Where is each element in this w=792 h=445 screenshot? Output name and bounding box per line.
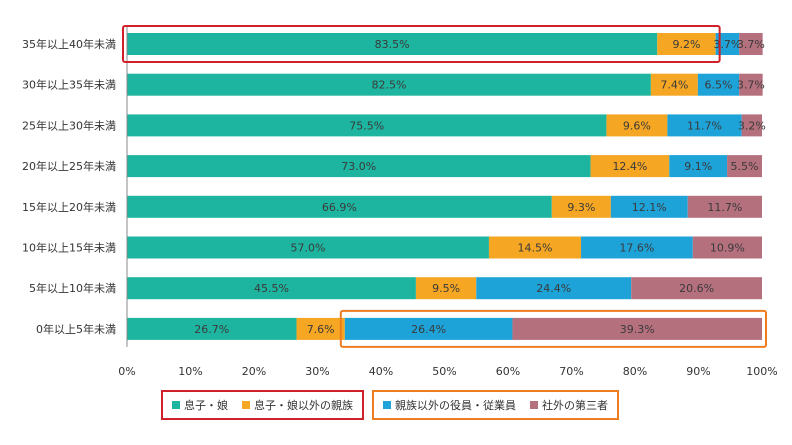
data-label: 24.4% <box>536 282 571 295</box>
bar-segment <box>657 33 716 55</box>
bar-segment <box>715 33 740 55</box>
x-tick-label: 0% <box>118 365 135 378</box>
data-label: 5.5% <box>731 160 759 173</box>
category-label: 25年以上30年未満 <box>22 118 116 132</box>
bar-segment <box>551 195 611 218</box>
bar-segment <box>741 114 762 137</box>
data-label: 9.1% <box>684 160 712 173</box>
x-tick-label: 40% <box>369 365 393 378</box>
data-label: 12.4% <box>612 160 647 173</box>
bar-segment <box>590 155 670 178</box>
data-label: 3.7% <box>737 38 765 51</box>
legend-swatch <box>383 401 391 409</box>
x-tick-label: 90% <box>686 365 710 378</box>
category-label: 35年以上40年未満 <box>22 37 116 51</box>
data-label: 14.5% <box>518 242 553 255</box>
data-label: 6.5% <box>705 79 733 92</box>
legend-group-box-orange <box>372 390 619 420</box>
highlight-box-orange <box>339 309 767 348</box>
data-label: 7.6% <box>307 323 335 336</box>
data-label: 12.1% <box>632 201 667 214</box>
data-label: 10.9% <box>710 242 745 255</box>
category-label: 30年以上35年未満 <box>22 78 116 92</box>
bar-segment <box>697 73 740 96</box>
bar-segment <box>692 236 762 259</box>
data-label: 11.7% <box>707 201 742 214</box>
data-label: 3.2% <box>738 119 766 132</box>
legend-label: 息子・娘以外の親族 <box>254 398 353 412</box>
bar-segment <box>127 317 297 340</box>
x-tick-label: 20% <box>242 365 266 378</box>
category-label: 15年以上20年未満 <box>22 200 116 214</box>
bar-segment <box>610 195 688 218</box>
legend-swatch <box>530 401 538 409</box>
bar-segment <box>667 114 742 137</box>
data-label: 9.2% <box>672 38 700 51</box>
bar-segment <box>631 277 762 300</box>
data-label: 75.5% <box>349 119 384 132</box>
bar-segment <box>415 277 477 300</box>
bar-segment <box>344 317 513 340</box>
bar-segment <box>296 317 345 340</box>
legend-label: 息子・娘 <box>184 398 228 412</box>
x-tick-label: 50% <box>432 365 456 378</box>
x-tick-label: 30% <box>305 365 329 378</box>
category-label: 10年以上15年未満 <box>22 241 116 255</box>
bar-segment <box>669 155 728 178</box>
data-label: 39.3% <box>620 323 655 336</box>
x-tick-label: 70% <box>559 365 583 378</box>
bar-segment <box>606 114 668 137</box>
data-label: 66.9% <box>322 201 357 214</box>
data-label: 73.0% <box>341 160 376 173</box>
data-label: 83.5% <box>375 38 410 51</box>
bar-segment <box>127 277 416 300</box>
category-label: 20年以上25年未満 <box>22 159 116 173</box>
data-label: 26.4% <box>411 323 446 336</box>
x-tick-label: 100% <box>746 365 777 378</box>
x-tick-label: 60% <box>496 365 520 378</box>
x-tick-label: 80% <box>623 365 647 378</box>
bar-segment <box>687 195 762 218</box>
highlight-box-red <box>122 25 721 63</box>
bar-segment <box>512 317 762 340</box>
legend-group-box-red <box>161 390 364 420</box>
data-label: 3.7% <box>737 79 765 92</box>
legend-label: 社外の第三者 <box>542 398 608 412</box>
data-label: 11.7% <box>687 119 722 132</box>
category-label: 5年以上10年未満 <box>29 281 116 295</box>
data-label: 9.5% <box>432 282 460 295</box>
bar-segment <box>727 155 762 178</box>
bar-segment <box>127 195 552 218</box>
bar-segment <box>488 236 582 259</box>
bar-segment <box>127 236 489 259</box>
data-label: 82.5% <box>371 79 406 92</box>
bar-segment <box>127 33 658 55</box>
legend-swatch <box>242 401 250 409</box>
bar-segment <box>127 114 607 137</box>
data-label: 57.0% <box>290 242 325 255</box>
category-label: 0年以上5年未満 <box>36 322 116 336</box>
bar-segment <box>650 73 698 96</box>
bar-segment <box>581 236 693 259</box>
bar-segment <box>127 155 591 178</box>
legend-label: 親族以外の役員・従業員 <box>395 398 516 412</box>
data-label: 45.5% <box>254 282 289 295</box>
data-label: 20.6% <box>679 282 714 295</box>
data-label: 9.3% <box>567 201 595 214</box>
legend-swatch <box>172 401 180 409</box>
data-label: 7.4% <box>660 79 688 92</box>
data-label: 9.6% <box>623 119 651 132</box>
data-label: 17.6% <box>619 242 654 255</box>
bar-segment <box>127 73 651 96</box>
bar-segment <box>476 277 632 300</box>
x-tick-label: 10% <box>178 365 202 378</box>
data-label: 26.7% <box>194 323 229 336</box>
bar-segment <box>739 73 763 96</box>
bar-segment <box>739 33 763 55</box>
